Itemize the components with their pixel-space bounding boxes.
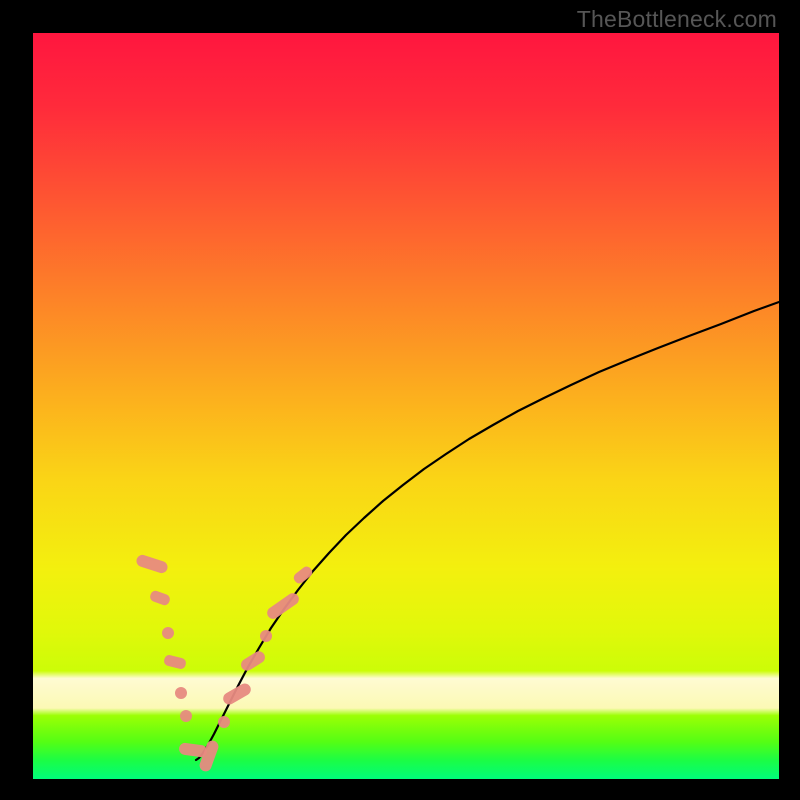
chart-svg-layer [33,33,779,779]
watermark-text: TheBottleneck.com [577,6,777,33]
curve-markers [135,553,314,773]
chart-plot-area [33,33,779,779]
